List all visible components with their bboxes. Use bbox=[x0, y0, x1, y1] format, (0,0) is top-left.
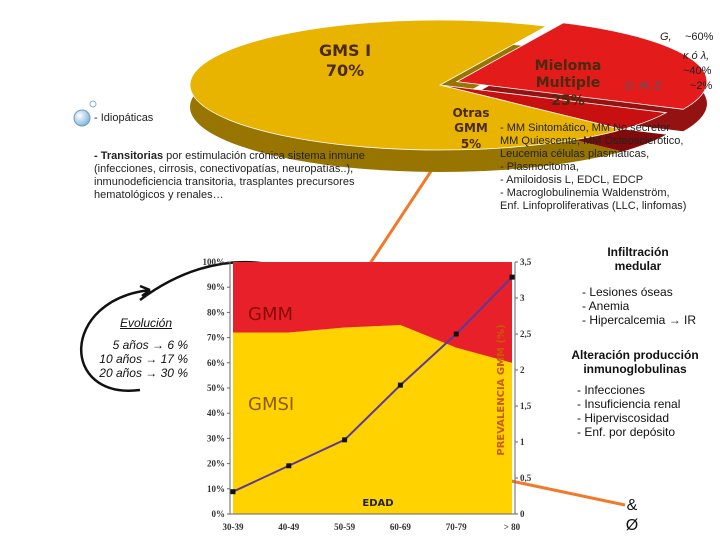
y-tick-label: 20% bbox=[207, 459, 225, 469]
pie-value-label: 70% bbox=[325, 61, 365, 80]
list-item: 20 años → 30 % bbox=[99, 366, 188, 380]
list-item: Enf. Linfoproliferativas (LLC, linfomas) bbox=[500, 200, 687, 212]
marker bbox=[342, 437, 348, 443]
x-tick-label: 40-49 bbox=[278, 522, 299, 532]
y2-axis-label: PREVALENCIA GMM (%) bbox=[496, 324, 507, 455]
marker bbox=[509, 274, 515, 280]
series-label: GMSI bbox=[248, 394, 294, 415]
bullet bbox=[73, 109, 91, 127]
area bbox=[233, 262, 512, 363]
x-tick-label: 60-69 bbox=[390, 522, 411, 532]
paragraph: - Transitorias por estimulación crónica … bbox=[94, 150, 404, 202]
y2-tick-label: 1 bbox=[520, 437, 525, 447]
list: - Lesiones óseas - Anemia - Hipercalcemia … bbox=[582, 285, 696, 327]
pie-value-label: 25% bbox=[551, 93, 585, 109]
list-item: MM Quiescente, MM Osteosclerótico, bbox=[500, 135, 684, 147]
list: - Infecciones - Insuficiencia renal - Hipe… bbox=[577, 383, 680, 439]
y-tick-label: 10% bbox=[207, 484, 225, 494]
list-item: - Hipercalcemia → IR bbox=[582, 313, 697, 327]
y2-tick-label: 0,5 bbox=[520, 473, 532, 483]
text: ~60% bbox=[685, 31, 714, 43]
line bbox=[232, 276, 513, 493]
heading: Evolución bbox=[120, 316, 173, 330]
y2-tick-label: 3,5 bbox=[520, 257, 532, 267]
list-item: - Hiperviscosidad bbox=[577, 411, 670, 425]
marker bbox=[453, 331, 459, 337]
x-tick-label: 70-79 bbox=[446, 522, 467, 532]
x-tick-label: 30-39 bbox=[223, 522, 244, 532]
text: & Ø bbox=[625, 497, 639, 534]
text: ~2% bbox=[690, 80, 713, 92]
x-axis-label: EDAD bbox=[362, 498, 393, 509]
list-item: - Macroglobulinemia Waldenström, bbox=[500, 187, 670, 199]
y2-tick-label: 1,5 bbox=[520, 401, 532, 411]
pie-slice bbox=[455, 22, 708, 110]
pie-label: GMS I bbox=[318, 41, 372, 60]
marker bbox=[230, 489, 236, 495]
text: G, bbox=[660, 31, 672, 43]
heading: Alteración producción inmunoglobulinas bbox=[571, 348, 699, 376]
y-tick-label: 60% bbox=[207, 358, 225, 368]
list-item: - Insuficiencia renal bbox=[577, 397, 681, 411]
list-item: - Anemia bbox=[582, 299, 630, 313]
pie-slice bbox=[189, 19, 624, 151]
y-tick-label: 40% bbox=[207, 408, 225, 418]
y-tick-label: 30% bbox=[207, 433, 225, 443]
text: - Idiopáticas bbox=[94, 112, 154, 124]
text: ~40% bbox=[683, 65, 712, 77]
y-tick-label: 100% bbox=[203, 257, 226, 267]
marker bbox=[286, 463, 292, 469]
heading: Infiltración medular bbox=[607, 245, 669, 273]
text: D, M, E bbox=[625, 80, 662, 92]
list-item: - Plasmocitoma, bbox=[500, 161, 579, 173]
y2-tick-label: 0 bbox=[520, 509, 525, 519]
y-tick-label: 70% bbox=[207, 333, 225, 343]
pie-value-label: 5% bbox=[460, 137, 482, 151]
pie-label: Mieloma Multiple bbox=[534, 58, 602, 91]
text: κ ó λ, bbox=[683, 50, 710, 62]
list: - MM Sintomático, MM No secretor MM Quies… bbox=[500, 122, 686, 213]
list-item: 5 años → 6 % bbox=[112, 338, 188, 352]
y2-tick-label: 2,5 bbox=[520, 329, 532, 339]
y-tick-label: 0% bbox=[212, 509, 226, 519]
list-item: - Enf. por depósito bbox=[577, 425, 676, 439]
bullet-ring bbox=[89, 100, 97, 108]
arrow bbox=[80, 284, 151, 392]
area bbox=[233, 325, 512, 514]
list-item: Leucemia células plasmáticas, bbox=[500, 148, 650, 160]
list-item: - Infecciones bbox=[577, 383, 646, 397]
list-item: - MM Sintomático, MM No secretor bbox=[500, 122, 670, 134]
text: - Transitorias bbox=[94, 150, 164, 162]
list-item: 10 años → 17 % bbox=[99, 352, 188, 366]
pie-label: Otras GMM bbox=[452, 106, 490, 135]
list-item: - Lesiones óseas bbox=[582, 285, 673, 299]
y-tick-label: 80% bbox=[207, 307, 225, 317]
list: 5 años → 6 % 10 años → 17 % 20 años → 30 % bbox=[80, 338, 188, 380]
x-tick-label: > 80 bbox=[504, 522, 521, 532]
list-item: - Amiloidosis L, EDCL, EDCP bbox=[500, 174, 644, 186]
y2-tick-label: 2 bbox=[520, 365, 525, 375]
text: por estimulación crónica sistema inmune … bbox=[94, 150, 365, 201]
y2-tick-label: 3 bbox=[520, 293, 525, 303]
x-tick-label: 50-59 bbox=[334, 522, 355, 532]
marker bbox=[397, 382, 403, 388]
y-tick-label: 90% bbox=[207, 282, 225, 292]
y-tick-label: 50% bbox=[207, 383, 225, 393]
series-label: GMM bbox=[248, 304, 293, 325]
